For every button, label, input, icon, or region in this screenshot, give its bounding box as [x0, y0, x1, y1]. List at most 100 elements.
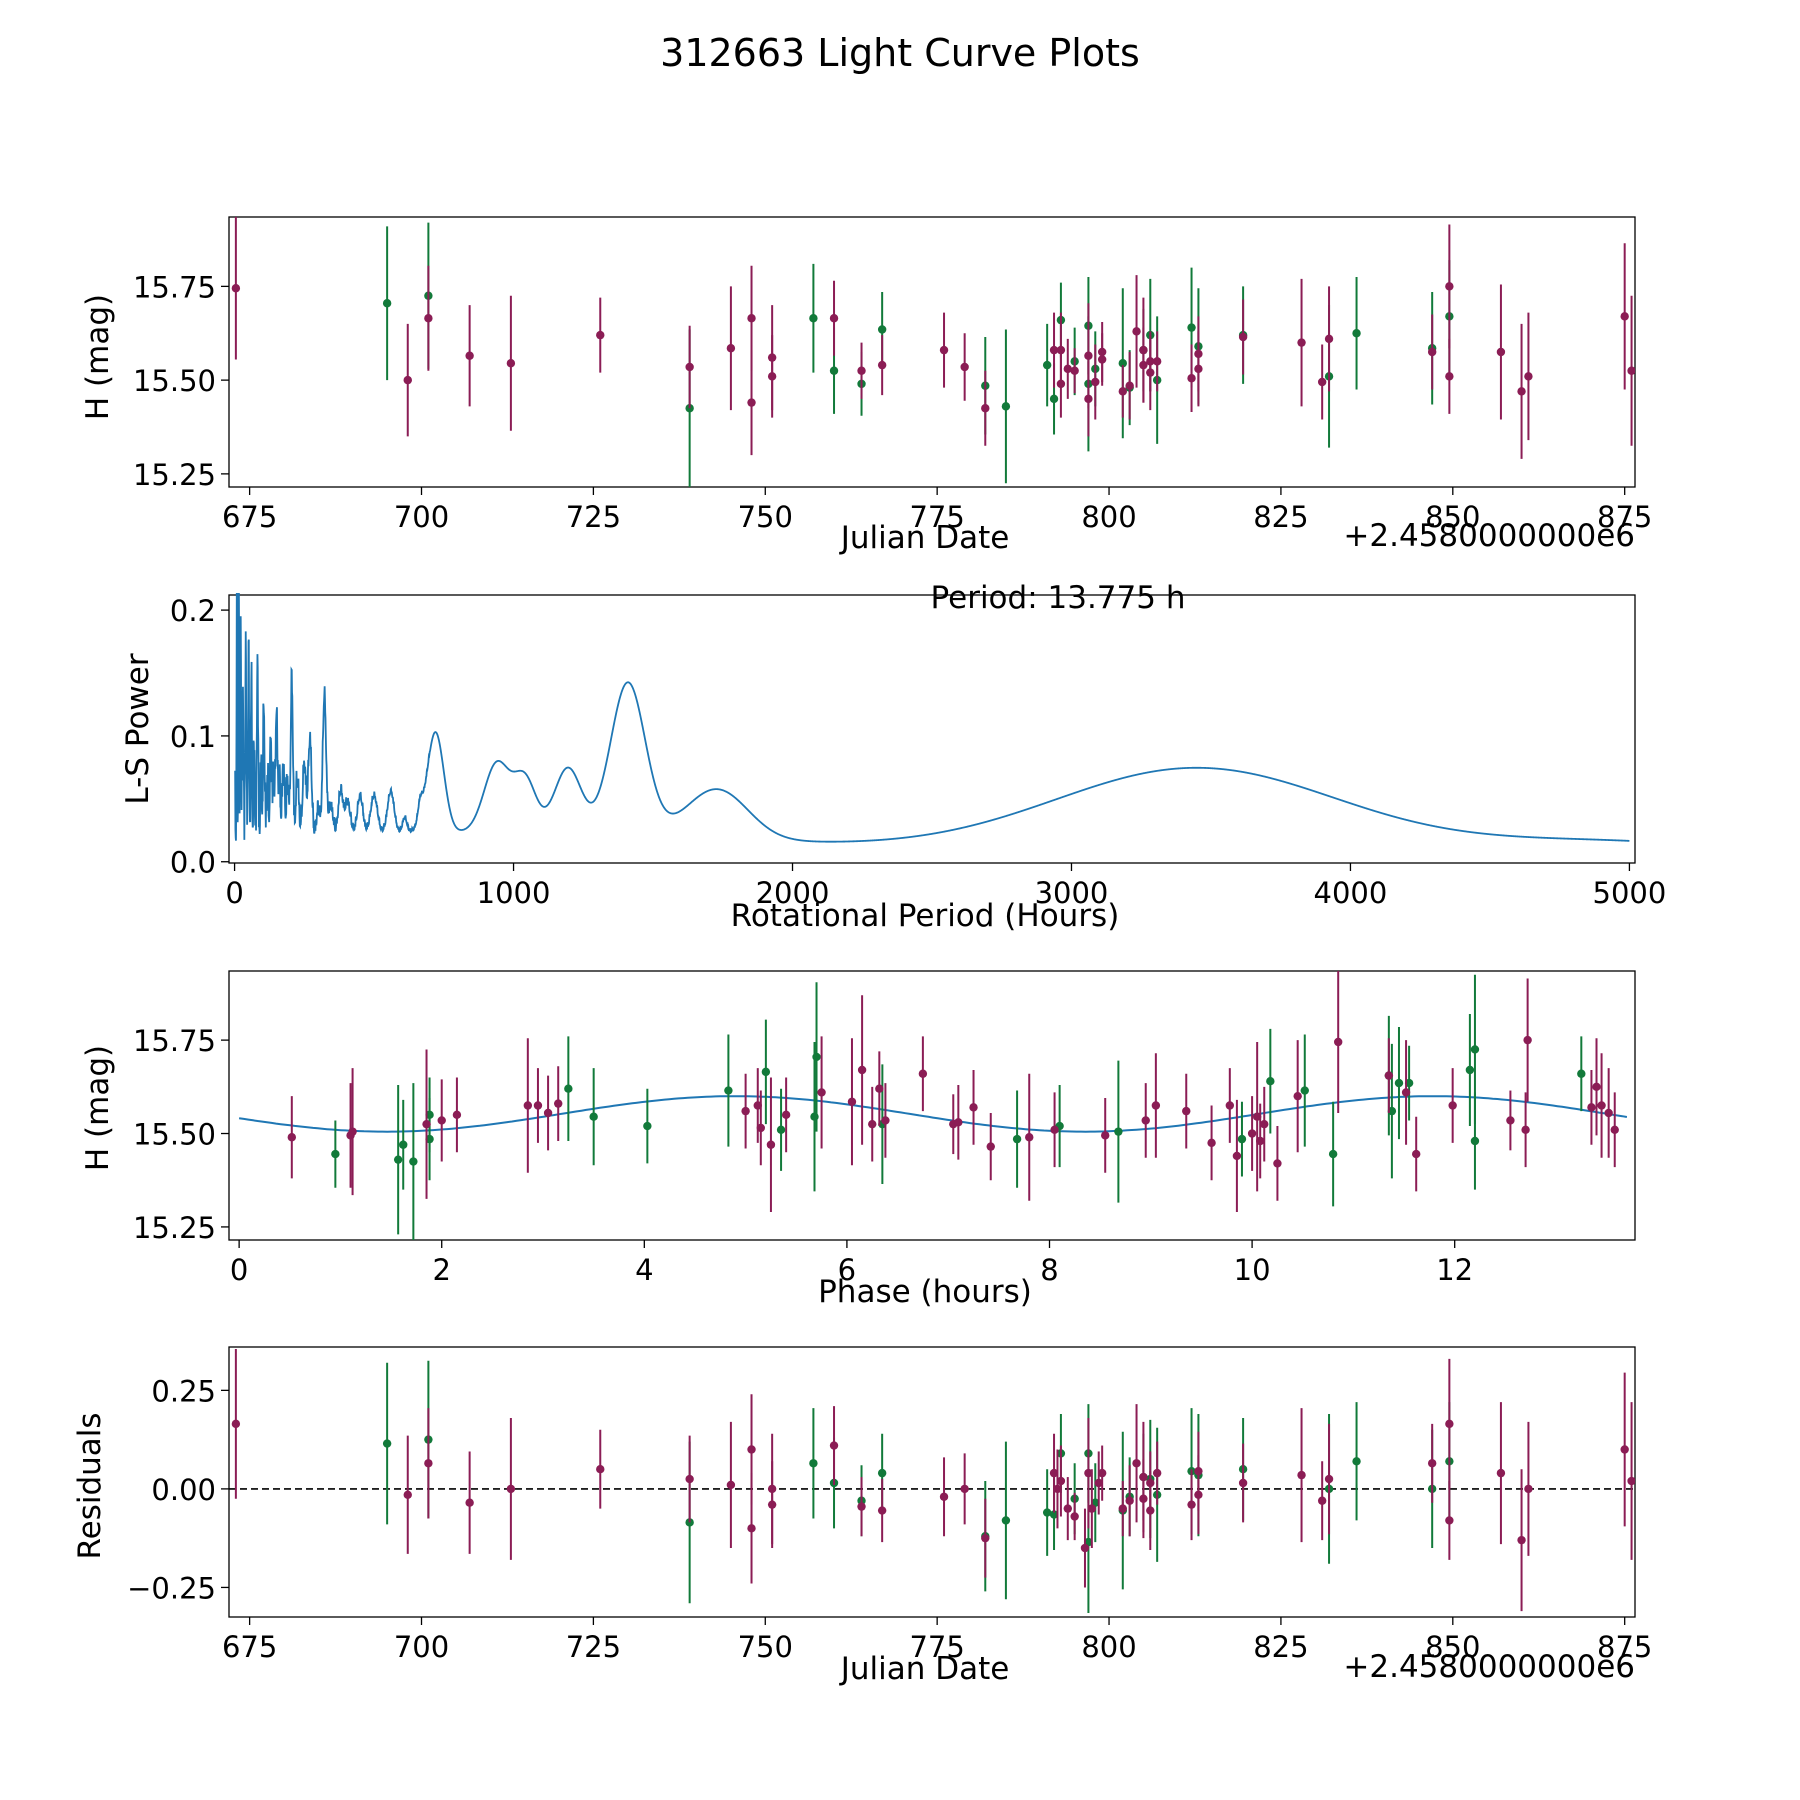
residuals-data-point: [1627, 1476, 1635, 1486]
residuals-panel: Julian Date Residuals +2.4580000000e6 67…: [72, 1346, 1652, 1687]
residuals-data-point: [596, 1464, 605, 1474]
residuals-data-point: [1427, 1459, 1437, 1468]
residuals-xtick-label: 675: [222, 1630, 277, 1664]
phase-xtick-label: 0: [230, 1253, 248, 1287]
phase-data-point: [1225, 1101, 1235, 1110]
residuals-ytick-label: 0.25: [151, 1374, 216, 1408]
phase-data-point: [1141, 1116, 1150, 1125]
residuals-data-point: [809, 1459, 818, 1468]
lightcurve-offset-text: +2.4580000000e6: [1343, 518, 1635, 554]
lightcurve-data-point: [1097, 355, 1107, 364]
lightcurve-xtick-label: 825: [1253, 500, 1308, 534]
phase-data-point: [1237, 1134, 1247, 1144]
phase-data-point: [1597, 1101, 1606, 1110]
lightcurve-data-point: [1042, 360, 1052, 370]
phase-data-point: [969, 1103, 978, 1112]
phase-data-point: [1256, 1136, 1265, 1146]
periodogram-panel: Rotational Period (Hours) L-S Power Peri…: [120, 580, 1666, 934]
phase-data-point: [812, 1052, 821, 1062]
residuals-data-point: [1053, 1484, 1062, 1494]
lightcurve-data-point: [877, 360, 887, 370]
residuals-xtick-label: 775: [909, 1630, 964, 1664]
lightcurve-data-point: [981, 404, 990, 413]
periodogram-power-curve: [234, 593, 1630, 843]
lightcurve-data-point: [1238, 332, 1248, 342]
periodogram-ytick-label: 0.1: [170, 720, 216, 754]
lightcurve-xtick-label: 775: [909, 500, 964, 534]
phase-data-point: [589, 1112, 598, 1121]
phase-ytick-label: 15.25: [133, 1211, 216, 1245]
residuals-data-point: [1445, 1419, 1454, 1429]
residuals-data-point: [767, 1484, 777, 1494]
phase-data-point: [1521, 1125, 1530, 1134]
lightcurve-data-point: [1063, 364, 1072, 374]
phase-data-point: [1012, 1134, 1022, 1144]
residuals-data-point: [857, 1502, 866, 1511]
lightcurve-data-point: [1297, 338, 1306, 347]
lightcurve-ytick-label: 15.75: [133, 270, 216, 304]
residuals-data-point: [1118, 1504, 1127, 1513]
lightcurve-data-point: [726, 344, 736, 353]
phase-data-point: [1050, 1125, 1059, 1134]
phase-data-point: [1411, 1149, 1421, 1159]
residuals-plot-area: [229, 1348, 1635, 1614]
phase-data-point: [857, 1065, 867, 1075]
lightcurve-data-point: [1146, 368, 1155, 377]
phase-data-point: [741, 1106, 750, 1116]
phase-data-point: [1182, 1106, 1191, 1116]
phase-data-point: [1470, 1136, 1480, 1146]
lightcurve-data-point: [1317, 377, 1327, 387]
lightcurve-data-point: [1517, 387, 1526, 396]
residuals-xlabel: Julian Date: [839, 1651, 1010, 1687]
phase-data-point: [1465, 1065, 1475, 1075]
residuals-data-point: [1324, 1474, 1334, 1484]
residuals-data-point: [1056, 1476, 1066, 1486]
figure-title: 312663 Light Curve Plots: [660, 31, 1140, 75]
residuals-data-point: [465, 1498, 474, 1507]
phase-xtick-label: 12: [1436, 1253, 1473, 1287]
lightcurve-data-point: [1084, 351, 1093, 360]
phase-data-point: [847, 1097, 857, 1106]
phase-data-point: [1394, 1078, 1404, 1088]
residuals-data-point: [1084, 1468, 1093, 1478]
phase-data-point: [1610, 1125, 1619, 1134]
residuals-offset-text: +2.4580000000e6: [1343, 1649, 1635, 1685]
phase-data-point: [766, 1140, 776, 1149]
lightcurve-data-point: [1324, 334, 1334, 344]
residuals-data-point: [1194, 1490, 1203, 1500]
residuals-xtick-label: 875: [1597, 1630, 1652, 1664]
lightcurve-data-point: [596, 330, 605, 340]
phase-data-point: [1587, 1103, 1596, 1112]
phase-data-point: [1101, 1131, 1110, 1140]
residuals-data-point: [382, 1439, 392, 1448]
phase-data-point: [1207, 1138, 1216, 1148]
residuals-xtick-label: 725: [566, 1630, 621, 1664]
lightcurve-data-point: [1132, 327, 1141, 336]
phase-data-point: [1448, 1101, 1457, 1110]
phase-data-point: [1604, 1108, 1613, 1118]
residuals-data-point: [1524, 1484, 1533, 1494]
lightcurve-data-point: [1194, 364, 1203, 374]
residuals-series-magenta: [231, 1348, 1635, 1612]
residuals-data-point: [685, 1474, 694, 1484]
residuals-data-point: [1087, 1504, 1097, 1513]
periodogram-xlabel: Rotational Period (Hours): [731, 898, 1120, 934]
residuals-data-point: [1297, 1470, 1306, 1480]
residuals-data-point: [726, 1480, 736, 1490]
phase-data-point: [1247, 1129, 1257, 1138]
lightcurve-data-point: [1125, 381, 1134, 390]
phase-data-point: [724, 1086, 733, 1095]
phase-data-point: [564, 1084, 573, 1093]
phase-data-point: [1266, 1077, 1275, 1086]
lightcurve-ytick-label: 15.50: [133, 364, 216, 398]
phase-data-point: [986, 1142, 995, 1151]
residuals-data-point: [1317, 1496, 1327, 1505]
residuals-data-point: [829, 1441, 839, 1450]
phase-xtick-label: 2: [432, 1253, 450, 1287]
phase-data-point: [918, 1069, 928, 1078]
phase-data-point: [1300, 1086, 1309, 1095]
residuals-xtick-label: 750: [738, 1630, 793, 1664]
residuals-data-point: [1238, 1478, 1248, 1488]
lightcurve-data-point: [747, 398, 756, 407]
lightcurve-data-point: [1620, 312, 1629, 321]
